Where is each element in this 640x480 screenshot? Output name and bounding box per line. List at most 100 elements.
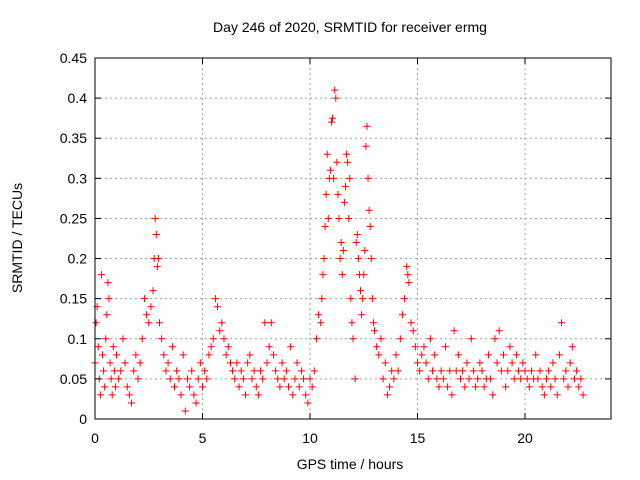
data-point — [147, 303, 155, 311]
data-point — [276, 383, 284, 391]
data-point — [577, 375, 585, 383]
data-point — [183, 375, 191, 383]
data-point — [547, 383, 555, 391]
data-point — [319, 271, 327, 279]
data-point — [152, 230, 160, 238]
data-point — [331, 86, 339, 94]
data-point — [463, 359, 471, 367]
data-point — [564, 383, 572, 391]
data-point — [465, 375, 473, 383]
data-point — [160, 351, 168, 359]
data-point — [437, 367, 445, 375]
data-point — [289, 391, 297, 399]
data-point — [491, 335, 499, 343]
data-point — [532, 351, 540, 359]
data-point — [545, 367, 553, 375]
data-point — [504, 367, 512, 375]
data-point — [181, 407, 189, 415]
data-point — [171, 383, 179, 391]
data-point — [383, 391, 391, 399]
data-point — [97, 271, 105, 279]
data-point — [512, 351, 520, 359]
data-point — [138, 335, 146, 343]
x-tick-label: 20 — [517, 430, 533, 446]
data-point — [280, 375, 288, 383]
data-point — [558, 319, 566, 327]
data-point — [190, 391, 198, 399]
data-point — [341, 182, 349, 190]
data-point — [333, 158, 341, 166]
data-point — [560, 375, 568, 383]
data-point — [348, 319, 356, 327]
data-point — [330, 174, 338, 182]
data-point — [510, 375, 518, 383]
data-point — [543, 375, 550, 383]
data-point — [364, 174, 372, 182]
data-point — [105, 295, 113, 303]
data-point — [435, 383, 443, 391]
x-tick-label: 10 — [302, 430, 318, 446]
data-point — [308, 383, 316, 391]
data-point — [358, 311, 366, 319]
data-point — [252, 383, 260, 391]
data-point — [431, 351, 439, 359]
y-tick-label: 0.1 — [68, 331, 88, 347]
data-point — [344, 158, 352, 166]
data-point — [291, 375, 299, 383]
data-point — [99, 351, 107, 359]
data-point — [153, 263, 161, 271]
data-point — [231, 375, 239, 383]
data-point — [472, 383, 480, 391]
data-point — [353, 230, 361, 238]
y-tick-label: 0.3 — [68, 170, 88, 186]
data-point — [368, 295, 376, 303]
data-point — [365, 206, 373, 214]
data-point — [143, 311, 151, 319]
data-point — [272, 367, 280, 375]
data-point — [145, 319, 153, 327]
data-point — [366, 222, 374, 230]
data-point — [335, 214, 343, 222]
data-point — [493, 359, 501, 367]
data-point — [192, 399, 200, 407]
x-tick-label: 0 — [91, 430, 99, 446]
data-point — [429, 367, 437, 375]
data-point — [233, 359, 241, 367]
data-point — [106, 359, 114, 367]
data-point — [104, 279, 112, 287]
y-tick-label: 0.4 — [68, 90, 88, 106]
data-point — [570, 375, 578, 383]
data-point — [214, 303, 222, 311]
data-point — [322, 190, 330, 198]
data-point — [101, 383, 109, 391]
data-point — [113, 351, 120, 359]
data-point — [444, 383, 452, 391]
data-point — [237, 367, 245, 375]
data-point — [489, 391, 497, 399]
data-point — [110, 367, 118, 375]
data-point — [404, 271, 412, 279]
chart-title: Day 246 of 2020, SRMTID for receiver erm… — [213, 19, 487, 35]
data-point — [484, 351, 492, 359]
data-point — [123, 383, 131, 391]
data-point — [336, 255, 344, 263]
y-tick-label: 0.2 — [68, 251, 88, 267]
data-point — [254, 391, 262, 399]
data-point — [424, 375, 432, 383]
data-point — [92, 319, 100, 327]
data-point — [343, 150, 351, 158]
y-axis: 0 0.05 0.1 0.15 0.2 0.25 0.3 0.35 0.4 0.45 — [60, 50, 611, 427]
data-point — [361, 247, 369, 255]
data-point — [285, 383, 292, 391]
data-point — [373, 343, 381, 351]
data-point — [538, 383, 546, 391]
data-point — [162, 367, 170, 375]
y-tick-label: 0 — [79, 411, 87, 427]
data-point — [422, 359, 430, 367]
data-point — [274, 375, 282, 383]
data-point — [476, 359, 484, 367]
data-point — [517, 375, 525, 383]
data-point — [108, 391, 116, 399]
data-point — [407, 319, 415, 327]
data-point — [502, 383, 510, 391]
